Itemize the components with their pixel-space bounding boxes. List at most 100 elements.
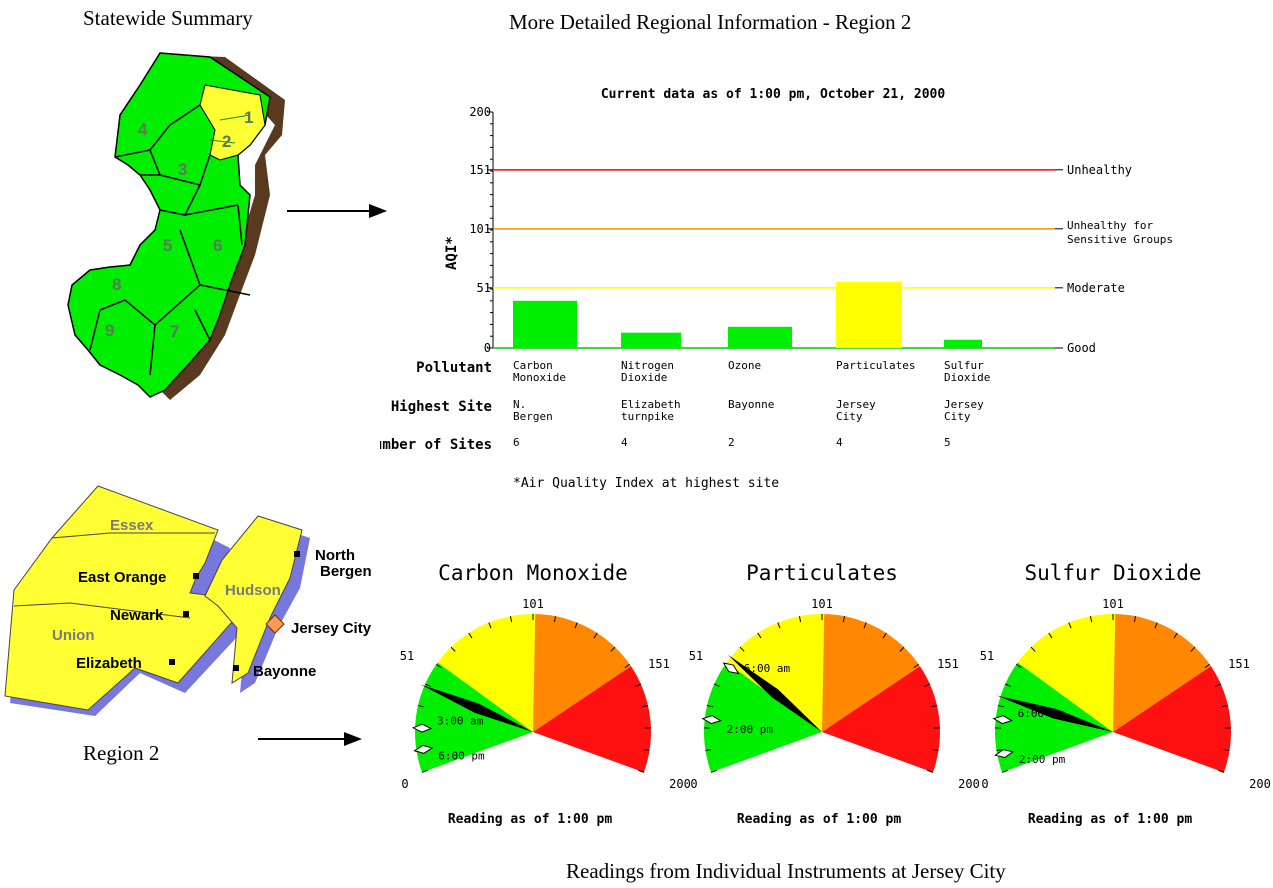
gauge-tick [417, 704, 424, 708]
gauge-scale-label: 51 [689, 649, 703, 663]
table-cell: Elizabeth [621, 398, 681, 411]
gauge-tick [1004, 683, 1011, 687]
y-tick-label: 101 [469, 222, 491, 236]
gauge-history-marker [722, 662, 740, 675]
gauge-tick [1215, 683, 1222, 687]
hudson-shape [204, 515, 303, 684]
statewide-map: 1 2 3 4 5 6 7 8 9 [67, 52, 285, 400]
gauge-marker-label: 6:00 pm [438, 749, 485, 762]
region-2-map: Essex Hudson Union East Orange Newark El… [4, 485, 372, 716]
gauge-history-marker [411, 723, 433, 733]
gauge-band [822, 666, 940, 773]
threshold-label: Unhealthy for [1067, 219, 1153, 232]
gauge-scale-label: 51 [980, 649, 994, 663]
gauge-tick [1089, 616, 1093, 623]
gauge-carbon-monoxide: Carbon Monoxide 0 51 101 151 200 3:00 am 6:00 p… [400, 561, 691, 827]
gauge-tick [424, 683, 431, 687]
gauge-tick [739, 646, 745, 652]
gauge-scale-label: 0 [690, 777, 697, 791]
table-cell: Ozone [728, 359, 761, 372]
gauge-tick [997, 704, 1004, 708]
gauge-tick [624, 663, 630, 669]
gauge-tick [777, 622, 781, 629]
gauge-tick [996, 749, 1003, 751]
city-north-bergen-line2: Bergen [320, 563, 372, 580]
gauge-marker-label: 2:00 pm [1019, 753, 1066, 766]
table-row-label: Highest Site [391, 399, 492, 415]
gauge-scale-label: 200 [669, 777, 691, 791]
gauge-tick [450, 646, 456, 652]
region-label-6: 6 [213, 236, 222, 255]
region-label-3: 3 [178, 160, 187, 179]
city-jersey-city: Jersey City [291, 620, 372, 637]
gauge-tick [924, 683, 931, 687]
table-cell: 5 [944, 436, 951, 449]
table-row-label: Number of Sites [380, 437, 492, 453]
gauge-tick [593, 632, 598, 639]
gauge-scale-label: 0 [981, 777, 988, 791]
gauge-panel: Carbon Monoxide 0 51 101 151 200 3:00 am 6:00 p… [400, 561, 1271, 827]
gauge-tick [705, 749, 712, 751]
region-label-7: 7 [170, 322, 179, 341]
gauge-title: Sulfur Dioxide [1024, 561, 1201, 585]
gauge-band [415, 662, 533, 773]
gauge-scale-label: 200 [1249, 777, 1271, 791]
threshold-label: Unhealthy [1067, 163, 1132, 177]
county-union: Union [52, 627, 95, 644]
gauge-tick [706, 704, 713, 708]
city-elizabeth: Elizabeth [76, 655, 142, 672]
bar-ozone [728, 326, 792, 348]
city-marker-newark [183, 611, 189, 617]
threshold-label: Sensitive Groups [1067, 233, 1173, 246]
gauge-history-marker [994, 749, 1015, 759]
gauge-marker-label: 2:00 pm [727, 723, 774, 736]
gauge-tick [1204, 663, 1210, 669]
gauge-band [1017, 614, 1116, 732]
jersey-city-site-marker [265, 614, 285, 634]
gauge-band [533, 666, 651, 773]
gauge-history-marker [992, 715, 1013, 725]
city-marker-north-bergen [294, 551, 300, 557]
gauge-tick [798, 616, 802, 623]
gauge-needle [420, 684, 533, 732]
gauge-scale-label: 101 [522, 597, 544, 611]
gauge-particulates: Particulates 0 51 101 151 200 6:00 am 2:00 pm Re… [689, 561, 980, 827]
gauge-marker-label: 6:00 am [744, 662, 791, 675]
arrow-to-chart-icon [287, 204, 387, 218]
table-cell: Jersey [836, 398, 876, 411]
region-label-9: 9 [105, 321, 114, 340]
table-row-label: Pollutant [416, 360, 492, 376]
gauge-title: Carbon Monoxide [438, 561, 628, 585]
table-cell: Bergen [513, 410, 553, 423]
gauge-tick [710, 769, 717, 773]
table-cell: Dioxide [621, 371, 667, 384]
gauge-tick [553, 616, 557, 623]
instruments-title: Readings from Individual Instruments at … [566, 859, 1006, 883]
table-cell: Nitrogen [621, 359, 674, 372]
city-marker-elizabeth [169, 659, 175, 665]
gauge-tick [610, 646, 616, 652]
gauge-caption: Reading as of 1:00 pm [737, 812, 902, 827]
threshold-label: Good [1067, 341, 1096, 355]
region-map-caption: Region 2 [83, 741, 160, 765]
table-cell: 2 [728, 436, 735, 449]
gauge-tick [1001, 769, 1008, 773]
footnote: *Air Quality Index at highest site [513, 476, 779, 491]
gauge-needle [996, 695, 1113, 732]
gauge-tick [635, 683, 642, 687]
y-tick-label: 0 [484, 341, 491, 355]
gauge-tick [643, 749, 650, 751]
gauge-tick [913, 663, 919, 669]
table-cell: 4 [836, 436, 843, 449]
gauge-band [437, 614, 536, 732]
gauge-tick [421, 769, 428, 773]
gauge-tick [1190, 646, 1196, 652]
gauge-marker-label: 3:00 am [437, 715, 484, 728]
gauge-scale-label: 51 [400, 649, 414, 663]
bar-particulates [836, 281, 902, 348]
region-label-5: 5 [163, 236, 172, 255]
gauge-tick [1016, 663, 1022, 669]
gauge-tick [757, 632, 762, 639]
gauge-band [726, 614, 825, 732]
